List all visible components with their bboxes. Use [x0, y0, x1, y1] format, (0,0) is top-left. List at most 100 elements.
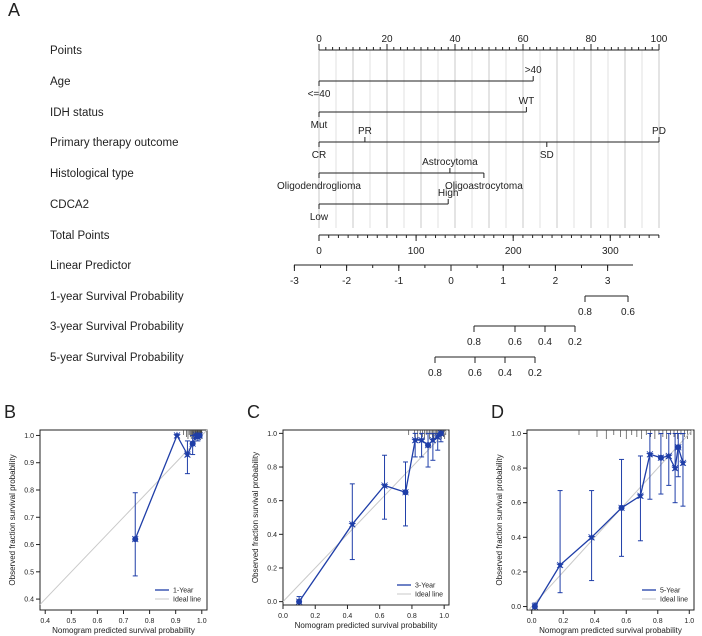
x-tick-label: 1.0 [684, 618, 694, 625]
plot-frame-b [39, 429, 208, 611]
tick-label: 0 [316, 246, 322, 257]
y-tick-label: 0.8 [511, 466, 521, 473]
tick-label: 0.8 [578, 307, 592, 318]
row-label-age: Age [50, 76, 70, 88]
series-line [298, 432, 442, 602]
level-label: CR [312, 150, 326, 161]
tick-label: 40 [449, 34, 461, 45]
tick-label: 1 [500, 276, 506, 287]
data-point-cross [131, 535, 139, 543]
y-tick-label: 0.4 [267, 532, 277, 539]
y-tick-label: 1.0 [267, 431, 277, 438]
y-tick-label: 0.6 [24, 542, 34, 549]
tick-label: 300 [602, 246, 619, 257]
data-point-cross [646, 450, 654, 458]
tick-label: 60 [517, 34, 529, 45]
data-point-cross [189, 440, 196, 447]
legend-label-ideal: Ideal line [173, 597, 201, 604]
level-label: Oligodendroglioma [277, 181, 361, 192]
level-label: SD [540, 150, 554, 161]
level-label: Oligoastrocytoma [445, 181, 523, 192]
x-axis-title: Nomogram predicted survival probability [539, 626, 682, 635]
x-tick-label: 0.6 [93, 618, 103, 625]
x-tick-label: 0.0 [527, 618, 537, 625]
tick-label: 100 [651, 34, 668, 45]
level-label: <=40 [308, 89, 331, 100]
tick-label: 0.8 [428, 368, 442, 379]
data-point-cross [437, 430, 445, 437]
row-label-total-points: Total Points [50, 230, 110, 242]
x-tick-label: 0.6 [621, 618, 631, 625]
level-label: High [438, 188, 459, 199]
y-tick-label: 0.5 [24, 569, 34, 576]
level-label: Astrocytoma [422, 157, 478, 168]
y-tick-label: 0.7 [24, 515, 34, 522]
tick-label: 100 [408, 246, 425, 257]
tick-label: 0.2 [528, 368, 542, 379]
tick-label: 20 [381, 34, 393, 45]
tick-label: 0.2 [568, 337, 582, 348]
panel-label-d: D [491, 402, 504, 422]
y-tick-label: 0.4 [511, 535, 521, 542]
tick-label: 0.4 [538, 337, 552, 348]
tick-label: -3 [290, 276, 299, 287]
y-axis-title: Observed fraction survival probability [251, 452, 260, 583]
data-point-cross [381, 482, 388, 489]
x-axis-title: Nomogram predicted survival probability [295, 621, 438, 630]
y-tick-label: 0.0 [267, 599, 277, 606]
data-point-cross [531, 603, 539, 610]
plot-frame-d [526, 429, 695, 611]
level-label: WT [519, 96, 535, 107]
tick-label: 0 [316, 34, 322, 45]
data-point-cross [618, 504, 625, 512]
data-point-cross [418, 436, 425, 444]
y-tick-label: 0.8 [267, 465, 277, 472]
data-point-cross [411, 436, 419, 444]
tick-label: 0 [448, 276, 454, 287]
x-tick-label: 0.2 [310, 613, 320, 620]
x-tick-label: 0.7 [119, 618, 129, 625]
y-tick-label: 0.4 [24, 597, 34, 604]
row-label-3-year-survival-probability: 3-year Survival Probability [50, 321, 184, 333]
tick-label: -1 [394, 276, 403, 287]
level-label: PR [358, 126, 372, 137]
ideal-line [528, 429, 693, 611]
y-tick-label: 0.6 [267, 498, 277, 505]
legend-label-series: 3-Year [415, 583, 436, 590]
legend-label-ideal: Ideal line [415, 592, 443, 599]
level-label: Low [310, 212, 329, 223]
data-point-cross [556, 561, 564, 569]
tick-label: -2 [342, 276, 351, 287]
y-tick-label: 0.2 [511, 569, 521, 576]
row-label-linear-predictor: Linear Predictor [50, 260, 131, 272]
ideal-line [282, 429, 448, 602]
y-tick-label: 0.6 [511, 500, 521, 507]
x-tick-label: 0.8 [407, 613, 417, 620]
x-axis-title: Nomogram predicted survival probability [52, 626, 195, 635]
x-tick-label: 0.9 [171, 618, 181, 625]
x-tick-label: 0.4 [343, 613, 353, 620]
x-tick-label: 0.2 [558, 618, 568, 625]
x-tick-label: 0.4 [590, 618, 600, 625]
panel-label-a: A [8, 0, 20, 20]
tick-label: 0.6 [468, 368, 482, 379]
data-point-cross [679, 459, 687, 467]
legend-label-ideal: Ideal line [660, 597, 688, 604]
data-point-cross [173, 432, 181, 439]
data-point-cross [402, 488, 409, 496]
row-label-cdca2: CDCA2 [50, 199, 89, 211]
y-tick-label: 0.2 [267, 565, 277, 572]
level-label: >40 [525, 65, 542, 76]
data-point-cross [665, 452, 673, 460]
row-label-5-year-survival-probability: 5-year Survival Probability [50, 352, 184, 364]
legend-label-series: 5-Year [660, 588, 681, 595]
y-tick-label: 1.0 [511, 431, 521, 438]
x-tick-label: 0.8 [145, 618, 155, 625]
data-point-cross [349, 520, 356, 528]
series-line [134, 433, 201, 540]
x-tick-label: 1.0 [197, 618, 207, 625]
row-label-points: Points [50, 45, 82, 57]
x-tick-label: 0.8 [653, 618, 663, 625]
data-point-cross [671, 464, 679, 472]
